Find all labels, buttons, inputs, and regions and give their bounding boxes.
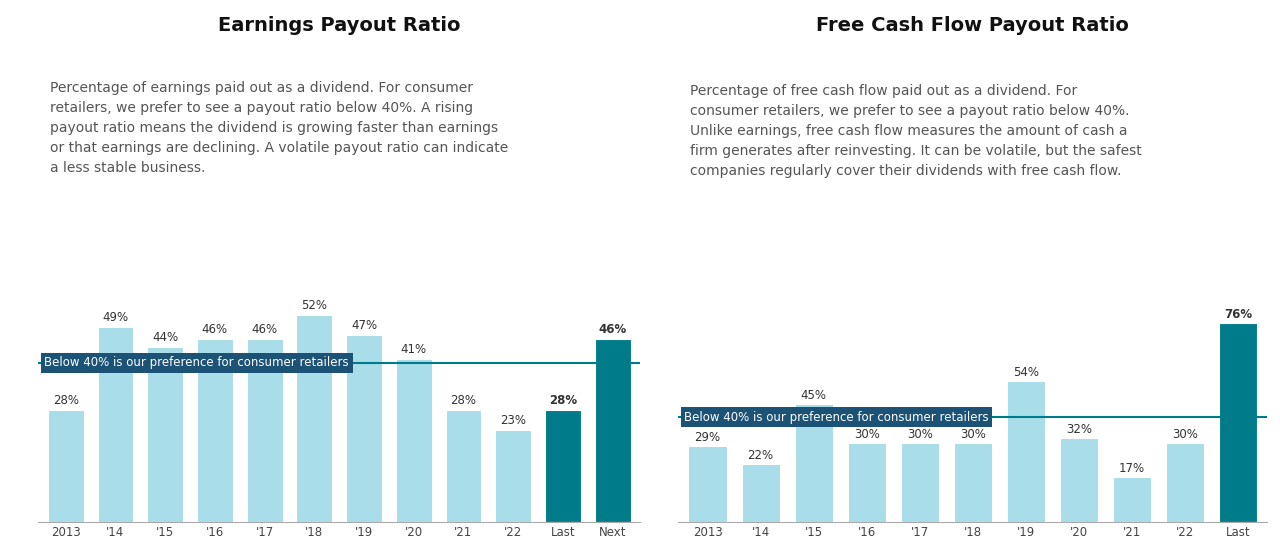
Text: 29%: 29% xyxy=(695,431,721,444)
Text: Percentage of earnings paid out as a dividend. For consumer
retailers, we prefer: Percentage of earnings paid out as a div… xyxy=(50,81,508,175)
Text: 17%: 17% xyxy=(1119,462,1146,476)
Bar xyxy=(445,410,481,522)
Bar xyxy=(741,464,780,522)
Bar xyxy=(97,327,133,522)
Bar xyxy=(346,335,381,522)
Bar xyxy=(1060,438,1098,522)
Text: 46%: 46% xyxy=(599,323,627,336)
Text: 45%: 45% xyxy=(801,389,827,402)
Text: 22%: 22% xyxy=(748,449,773,462)
Bar xyxy=(197,339,233,522)
Bar xyxy=(396,359,431,522)
Bar xyxy=(1112,477,1151,522)
Text: Below 40% is our preference for consumer retailers: Below 40% is our preference for consumer… xyxy=(45,356,349,369)
Text: 44%: 44% xyxy=(152,331,178,344)
Bar xyxy=(1166,443,1204,522)
Text: 76%: 76% xyxy=(1224,308,1252,321)
Text: Percentage of free cash flow paid out as a dividend. For
consumer retailers, we : Percentage of free cash flow paid out as… xyxy=(690,84,1142,178)
Bar xyxy=(297,315,333,522)
Text: 23%: 23% xyxy=(500,414,526,427)
Text: 30%: 30% xyxy=(906,428,933,441)
Bar xyxy=(795,404,833,522)
Text: 49%: 49% xyxy=(102,311,128,324)
Text: 30%: 30% xyxy=(960,428,986,441)
Text: Free Cash Flow Payout Ratio: Free Cash Flow Payout Ratio xyxy=(817,16,1129,35)
Bar xyxy=(47,410,83,522)
Text: 28%: 28% xyxy=(451,394,476,407)
Text: 47%: 47% xyxy=(351,318,378,331)
Bar xyxy=(147,347,183,522)
Text: 52%: 52% xyxy=(301,299,328,312)
Text: 30%: 30% xyxy=(1172,428,1198,441)
Bar xyxy=(689,446,727,522)
Text: 54%: 54% xyxy=(1012,366,1039,379)
Text: 46%: 46% xyxy=(252,323,278,336)
Bar xyxy=(1219,323,1257,522)
Text: 41%: 41% xyxy=(401,343,426,356)
Bar xyxy=(1007,381,1044,522)
Text: 28%: 28% xyxy=(52,394,79,407)
Bar xyxy=(954,443,992,522)
Bar xyxy=(247,339,283,522)
Bar xyxy=(595,339,631,522)
Text: 28%: 28% xyxy=(549,394,577,407)
Text: 30%: 30% xyxy=(854,428,879,441)
Bar xyxy=(545,410,581,522)
Text: 46%: 46% xyxy=(202,323,228,336)
Text: Earnings Payout Ratio: Earnings Payout Ratio xyxy=(218,16,461,35)
Text: 32%: 32% xyxy=(1066,423,1092,436)
Bar xyxy=(847,443,886,522)
Text: Below 40% is our preference for consumer retailers: Below 40% is our preference for consumer… xyxy=(685,411,989,424)
Bar xyxy=(901,443,938,522)
Bar xyxy=(495,430,531,522)
